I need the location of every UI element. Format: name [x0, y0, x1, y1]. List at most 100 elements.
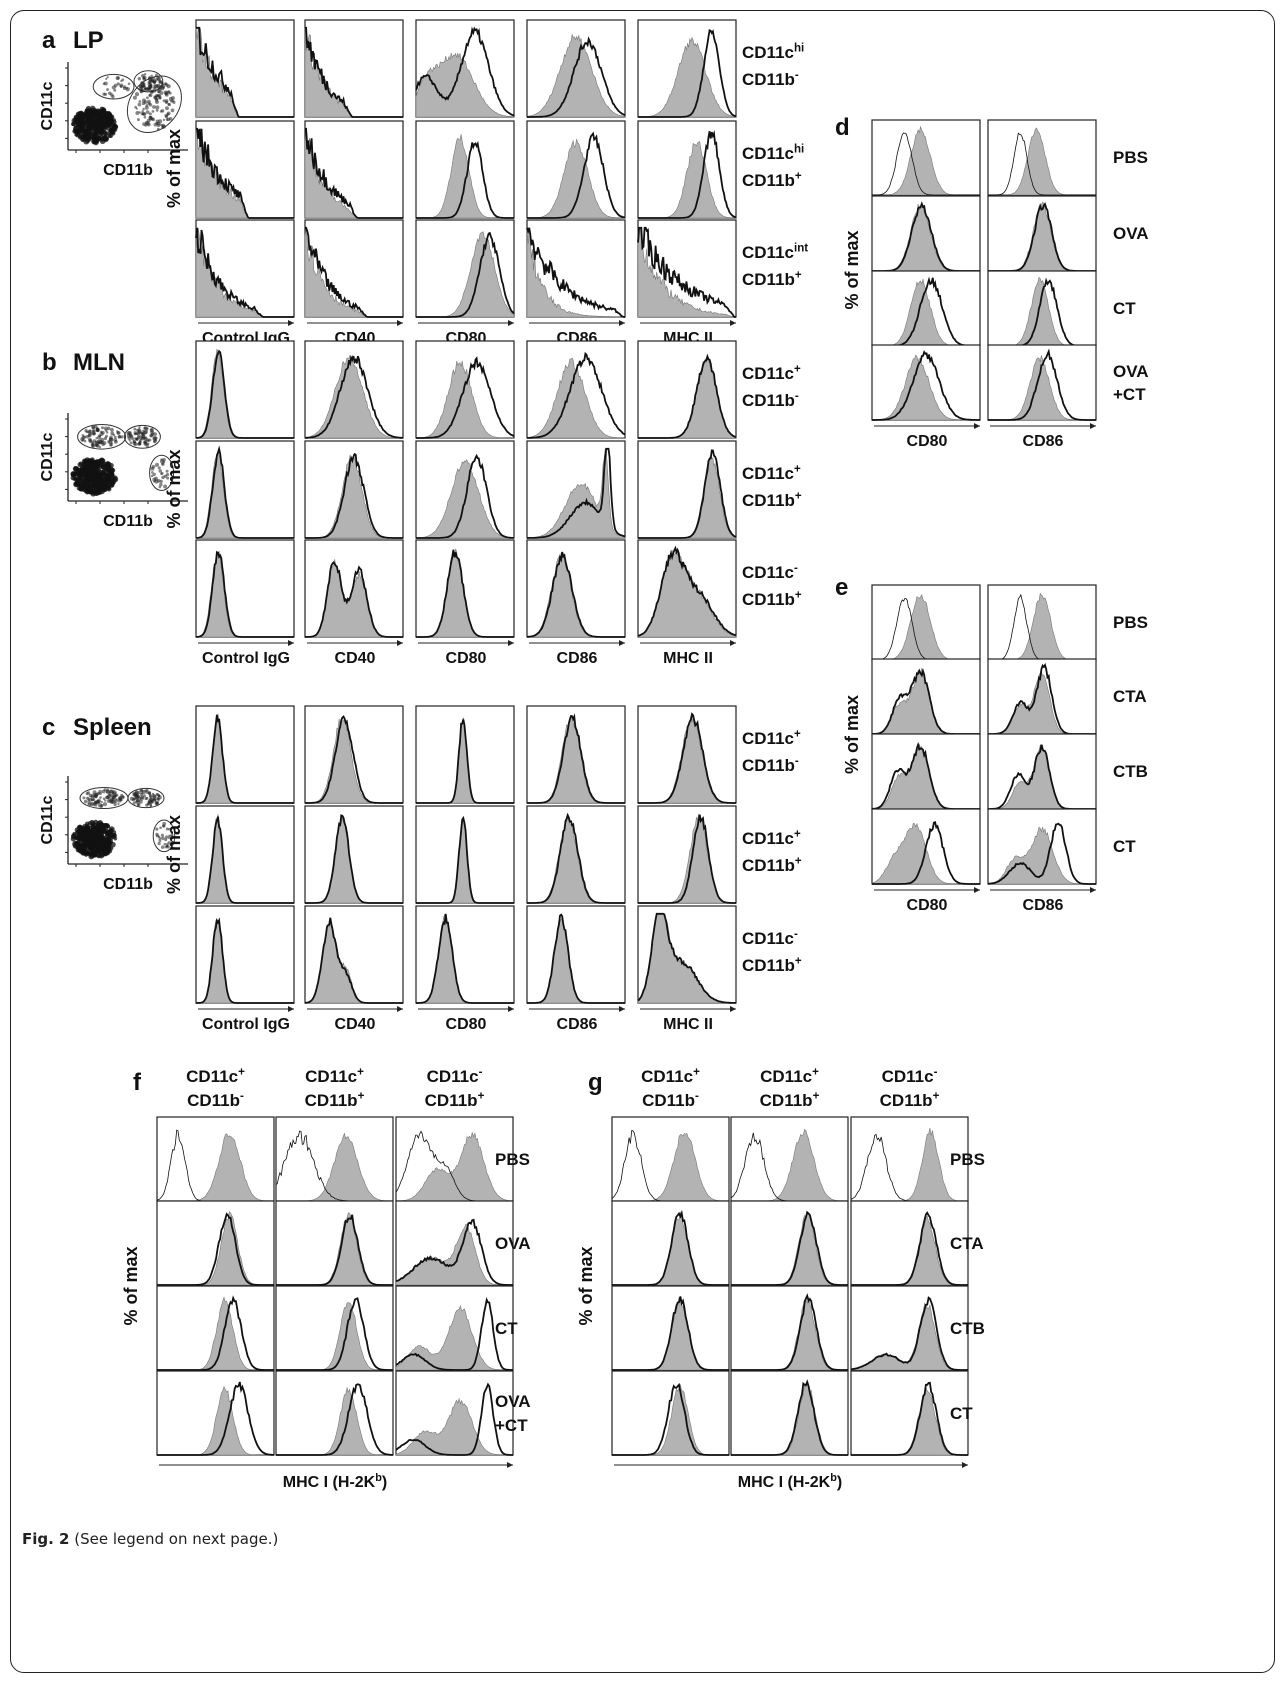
dot-event [88, 475, 94, 482]
overlay-histogram-line [638, 353, 737, 439]
dot-event [155, 100, 159, 105]
overlay-histogram-line [196, 816, 294, 904]
dot-event [106, 426, 111, 431]
dot-event [85, 796, 90, 800]
histogram-f-r0-c1 [275, 1116, 394, 1202]
overlay-histogram-line [395, 1382, 513, 1456]
dot-event [148, 103, 153, 107]
dot-event [90, 852, 96, 857]
shaded-histogram [987, 826, 1096, 885]
histogram-c-r2-c0 [195, 905, 295, 1004]
dot-event [95, 121, 102, 128]
overlay-histogram-line [851, 1381, 968, 1456]
dot-event [119, 84, 123, 89]
histogram-f-r1-c2 [395, 1200, 514, 1286]
histogram-d-r0-c1 [987, 119, 1097, 196]
dot-event [73, 465, 79, 471]
col-label-g-2-cd11c: CD11c- [882, 1067, 938, 1086]
dotplot-xlabel-b: CD11b [103, 513, 153, 530]
dot-event [162, 99, 166, 103]
dot-event [113, 836, 118, 841]
dot-event [95, 853, 101, 858]
dot-event [148, 115, 151, 119]
overlay-histogram-line [415, 26, 515, 117]
histogram-a-r1-c3 [526, 120, 626, 219]
dot-event [132, 801, 136, 805]
dot-event [156, 97, 159, 101]
dot-event [78, 844, 85, 850]
overlay-histogram-line [416, 356, 515, 439]
dot-event [92, 827, 98, 833]
dot-event [93, 838, 99, 845]
dot-event [113, 435, 117, 439]
overlay-histogram-line [988, 348, 1096, 421]
dot-event [81, 435, 86, 440]
histogram-c-r2-c2 [415, 905, 515, 1004]
dot-event [164, 92, 168, 96]
dot-event [142, 122, 146, 126]
overlay-histogram-line [305, 452, 403, 539]
dot-event [159, 91, 164, 95]
dot-event [74, 472, 79, 476]
histogram-b-r0-c2 [415, 340, 515, 439]
row-label-f-3-0: OVA [495, 1392, 531, 1411]
dot-event [82, 850, 88, 856]
dot-event [97, 846, 103, 852]
row-label-b-2-cd11c: CD11c- [742, 563, 798, 582]
dot-event [91, 123, 96, 127]
dot-event [155, 119, 160, 124]
dotplot-a [65, 62, 188, 153]
row-label-c-2-cd11b: CD11b+ [742, 956, 802, 975]
dot-event [126, 431, 131, 436]
dot-event [153, 432, 157, 436]
yaxis-label-b: % of max [164, 449, 184, 528]
dot-event [94, 467, 98, 471]
col-label-g-0-cd11c: CD11c+ [641, 1067, 700, 1086]
dot-event [84, 428, 88, 433]
dot-event [115, 793, 119, 797]
dot-event [132, 440, 136, 444]
gate-ellipse [133, 70, 164, 93]
histogram-a-r2-c0 [195, 219, 295, 318]
histogram-b-r0-c4 [637, 340, 737, 439]
dotplot-ylabel-c: CD11c [39, 795, 56, 844]
overlay-histogram-line [196, 127, 294, 219]
dot-event [83, 475, 90, 482]
dot-event [88, 462, 92, 466]
overlay-histogram-line [305, 26, 403, 118]
overlay-histogram-line [638, 814, 736, 904]
dot-event [81, 461, 88, 467]
histogram-g-r1-c1 [730, 1200, 849, 1286]
overlay-histogram-line [416, 549, 514, 638]
dot-event [113, 802, 117, 807]
shaded-histogram [527, 139, 625, 219]
histogram-frame [850, 1116, 969, 1202]
overlay-histogram-line [731, 1379, 848, 1456]
row-label-e-2-0: CTB [1113, 762, 1148, 781]
histogram-g-r3-c2 [850, 1370, 969, 1456]
dot-event [160, 109, 165, 113]
dot-event [75, 835, 81, 841]
histogram-d-r1-c1 [987, 195, 1097, 272]
row-label-f-1-0: OVA [495, 1234, 531, 1253]
histogram-c-r0-c1 [304, 705, 404, 804]
dot-event [80, 827, 86, 832]
dot-event [135, 107, 138, 110]
dot-event [102, 797, 106, 801]
dot-event [137, 102, 142, 107]
dot-event [98, 445, 102, 449]
dot-event [115, 798, 118, 801]
histogram-b-r1-c3 [526, 440, 626, 539]
dot-event [101, 442, 105, 447]
histogram-c-r1-c3 [526, 805, 626, 904]
row-label-a-1-cd11c: CD11chi [742, 144, 804, 163]
dot-event [116, 431, 120, 435]
dot-event [82, 131, 87, 137]
overlay-histogram-line [196, 917, 294, 1004]
dot-event [92, 432, 95, 436]
histogram-d-r3-c0 [871, 344, 981, 421]
dot-event [133, 427, 137, 431]
dot-event [131, 798, 136, 802]
dot-event [80, 111, 84, 116]
dot-event [155, 73, 158, 77]
